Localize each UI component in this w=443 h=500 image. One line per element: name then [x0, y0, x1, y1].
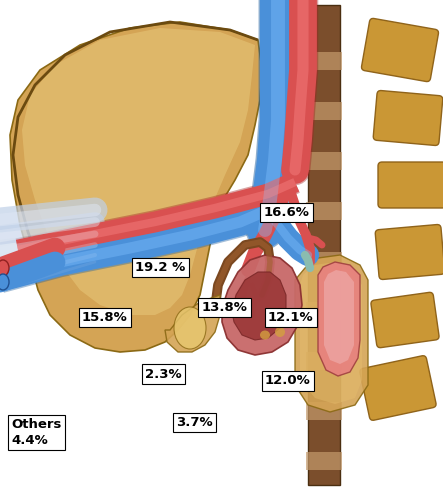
Ellipse shape	[0, 260, 9, 276]
Bar	[306, 452, 342, 470]
FancyBboxPatch shape	[371, 292, 439, 348]
Text: Others
4.4%: Others 4.4%	[11, 418, 62, 446]
Text: 3.7%: 3.7%	[176, 416, 213, 429]
Bar	[306, 152, 342, 170]
Ellipse shape	[174, 307, 206, 349]
Polygon shape	[232, 272, 286, 340]
Text: 2.3%: 2.3%	[145, 368, 182, 380]
Polygon shape	[300, 262, 362, 404]
Polygon shape	[318, 262, 360, 376]
Polygon shape	[22, 28, 255, 315]
Polygon shape	[324, 270, 354, 364]
Polygon shape	[222, 255, 302, 355]
FancyBboxPatch shape	[378, 162, 443, 208]
Bar	[306, 102, 342, 120]
Polygon shape	[295, 255, 368, 412]
Ellipse shape	[275, 327, 285, 337]
Ellipse shape	[260, 330, 270, 340]
Polygon shape	[308, 5, 340, 485]
Bar	[306, 352, 342, 370]
FancyBboxPatch shape	[360, 356, 436, 420]
Bar	[306, 402, 342, 420]
FancyBboxPatch shape	[373, 90, 443, 146]
Bar	[306, 52, 342, 70]
Text: 12.1%: 12.1%	[268, 311, 314, 324]
FancyBboxPatch shape	[375, 224, 443, 280]
Ellipse shape	[0, 274, 9, 290]
Polygon shape	[10, 22, 262, 352]
Bar	[306, 302, 342, 320]
Text: 19.2 %: 19.2 %	[135, 261, 185, 274]
Ellipse shape	[265, 314, 279, 326]
Text: 13.8%: 13.8%	[202, 301, 248, 314]
Bar	[306, 202, 342, 220]
Bar	[306, 252, 342, 270]
Text: 12.0%: 12.0%	[265, 374, 311, 388]
Text: 15.8%: 15.8%	[82, 311, 128, 324]
Polygon shape	[165, 295, 220, 352]
Text: 16.6%: 16.6%	[264, 206, 310, 219]
FancyBboxPatch shape	[361, 18, 439, 82]
